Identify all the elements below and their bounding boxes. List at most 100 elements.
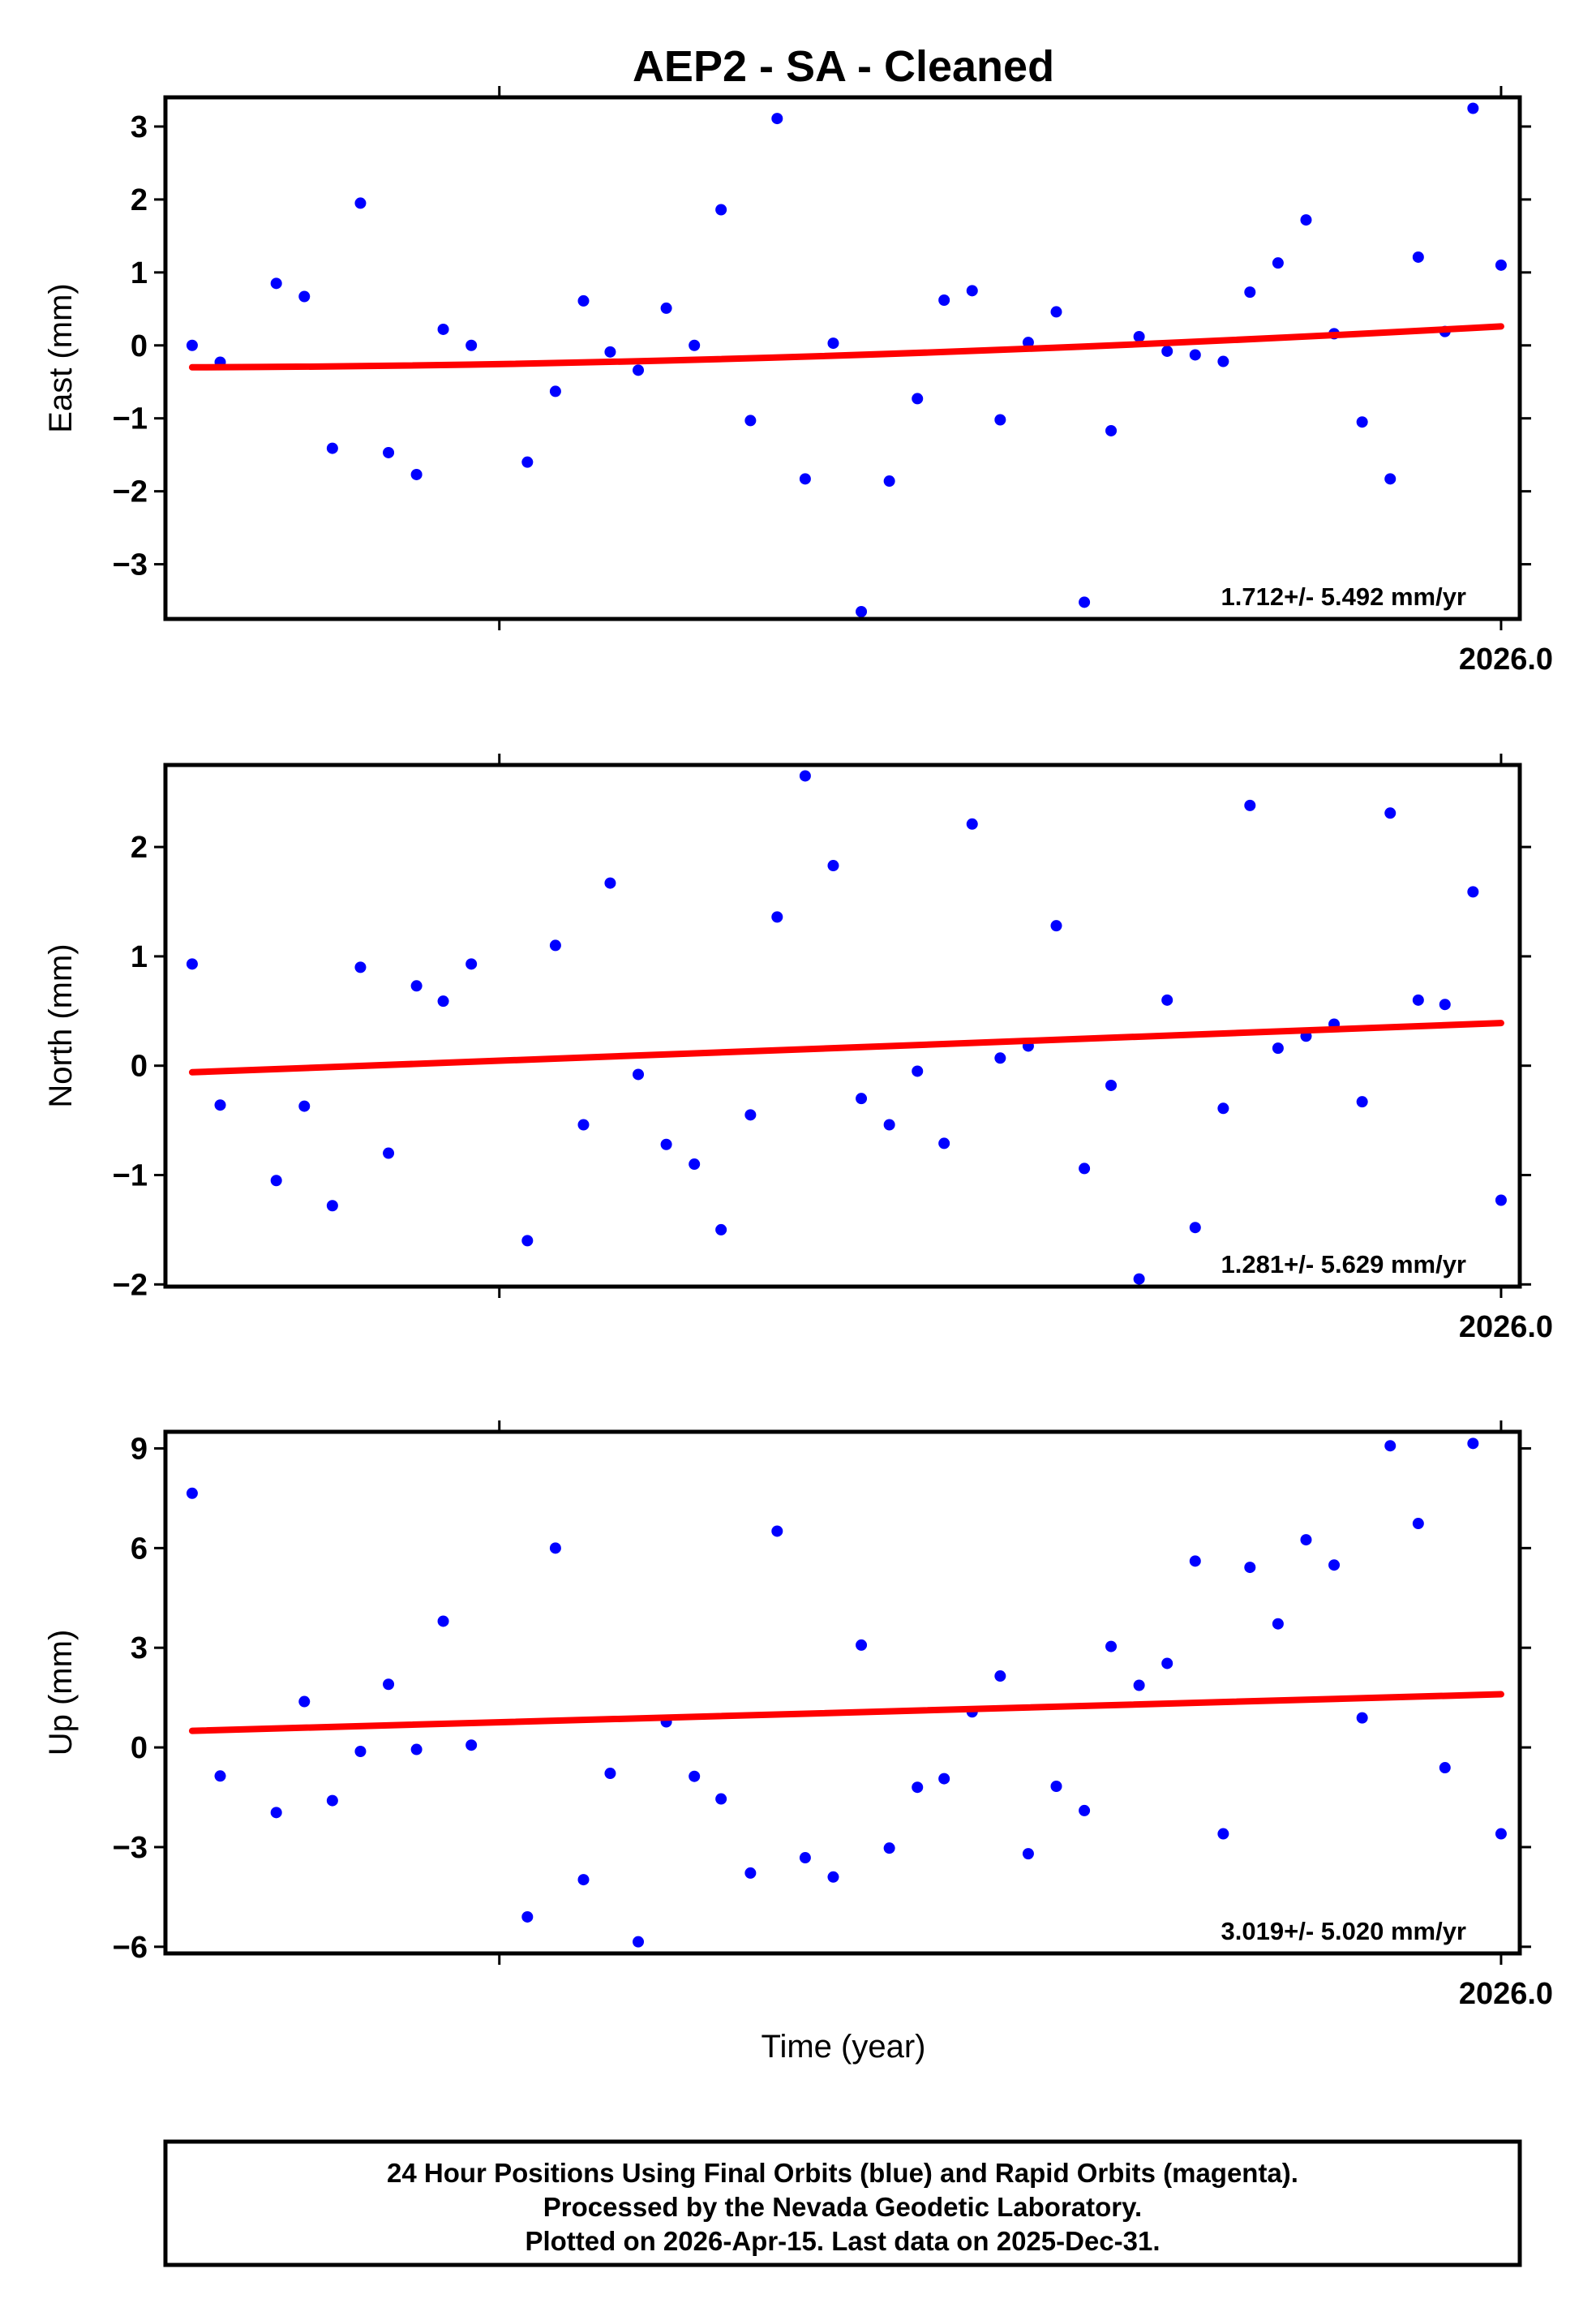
east-data-point <box>577 294 590 307</box>
north-data-point <box>549 939 561 952</box>
up-data-point <box>1495 1828 1507 1840</box>
north-data-point <box>744 1109 757 1121</box>
north-xtick-label: 2026.0 <box>1459 1310 1553 1344</box>
east-ytick-label: −1 <box>113 402 148 436</box>
east-data-point <box>633 364 645 376</box>
north-data-point <box>856 1093 868 1105</box>
up-data-point <box>938 1773 950 1785</box>
east-data-point <box>856 606 868 618</box>
north-data-point <box>1244 799 1256 811</box>
up-data-point <box>1328 1559 1341 1571</box>
east-data-point <box>1189 349 1201 361</box>
north-data-point <box>633 1068 645 1081</box>
up-plot-frame <box>163 1429 1522 1956</box>
north-data-point <box>466 958 478 970</box>
east-data-point <box>604 346 616 358</box>
east-ytick-label: 3 <box>131 110 148 144</box>
north-data-point <box>1356 1096 1368 1108</box>
north-rate-label: 1.281+/- 5.629 mm/yr <box>1221 1250 1466 1278</box>
north-data-point <box>186 958 198 970</box>
up-data-point <box>410 1743 423 1755</box>
east-data-point <box>966 285 978 297</box>
north-data-point <box>1272 1042 1284 1055</box>
north-data-point <box>966 818 978 830</box>
north-data-point <box>1217 1102 1229 1115</box>
up-data-point <box>827 1871 839 1883</box>
east-data-point <box>326 442 338 454</box>
east-data-point <box>410 468 423 480</box>
east-data-point <box>1300 214 1312 226</box>
up-data-point <box>771 1525 783 1537</box>
caption-frame <box>163 2139 1522 2267</box>
east-xtick-label: 2026.0 <box>1459 642 1553 677</box>
north-data-point <box>214 1099 226 1111</box>
north-data-point <box>883 1119 895 1131</box>
up-data-point <box>856 1639 868 1651</box>
east-data-point <box>912 393 924 405</box>
east-data-point <box>298 290 311 303</box>
east-data-point <box>883 475 895 488</box>
up-rate-label: 3.019+/- 5.020 mm/yr <box>1221 1917 1466 1945</box>
up-data-point <box>1161 1657 1173 1669</box>
north-data-point <box>577 1119 590 1131</box>
east-points <box>186 102 1507 618</box>
north-plot-frame <box>163 763 1522 1289</box>
up-data-point <box>1133 1679 1145 1691</box>
east-data-point <box>1412 251 1424 263</box>
east-plot-frame <box>163 95 1522 621</box>
east-data-point <box>715 204 727 216</box>
north-data-point <box>938 1137 950 1150</box>
north-data-point <box>1412 994 1424 1006</box>
up-data-point <box>715 1793 727 1805</box>
north-ytick-label: −2 <box>113 1268 148 1302</box>
east-data-point <box>270 277 282 290</box>
up-ytick-label: 0 <box>131 1731 148 1765</box>
east-data-point <box>689 339 701 351</box>
north-data-point <box>799 770 811 782</box>
east-data-point <box>1050 306 1062 318</box>
up-ytick-label: 6 <box>131 1532 148 1566</box>
up-data-point <box>466 1739 478 1751</box>
up-data-point <box>883 1842 895 1854</box>
east-data-point <box>744 415 757 427</box>
north-data-point <box>715 1223 727 1235</box>
east-data-point <box>1022 337 1034 349</box>
up-data-point <box>1244 1562 1256 1574</box>
east-data-point <box>1467 102 1479 114</box>
east-y-axis-label: East (mm) <box>43 283 79 432</box>
up-data-point <box>521 1910 534 1923</box>
up-data-point <box>689 1770 701 1782</box>
east-ytick-label: −3 <box>113 548 148 582</box>
up-data-point <box>912 1781 924 1794</box>
up-data-point <box>577 1874 590 1886</box>
north-data-point <box>1439 999 1451 1011</box>
up-data-point <box>1272 1618 1284 1630</box>
north-ytick-label: −1 <box>113 1159 148 1193</box>
east-ytick-label: −2 <box>113 475 148 509</box>
up-data-point <box>1300 1534 1312 1546</box>
east-data-point <box>771 113 783 125</box>
east-data-point <box>466 339 478 351</box>
north-data-point <box>1050 920 1062 932</box>
north-y-axis-label: North (mm) <box>43 943 79 1107</box>
east-data-point <box>1244 286 1256 299</box>
north-data-point <box>410 980 423 992</box>
north-points <box>186 770 1507 1285</box>
east-data-point <box>383 446 395 458</box>
east-data-point <box>938 294 950 307</box>
up-data-point <box>298 1695 311 1708</box>
north-data-point <box>1079 1162 1091 1175</box>
up-data-point <box>1384 1440 1396 1452</box>
north-data-point <box>383 1147 395 1159</box>
east-ytick-label: 1 <box>131 256 148 290</box>
north-data-point <box>604 877 616 889</box>
north-data-point <box>1133 1273 1145 1285</box>
east-data-point <box>827 337 839 350</box>
up-data-point <box>604 1768 616 1780</box>
up-ytick-label: 3 <box>131 1631 148 1665</box>
north-ytick-label: 2 <box>131 831 148 865</box>
up-data-point <box>1079 1804 1091 1816</box>
north-ytick-label: 1 <box>131 940 148 974</box>
north-trend-line <box>188 1020 1504 1076</box>
